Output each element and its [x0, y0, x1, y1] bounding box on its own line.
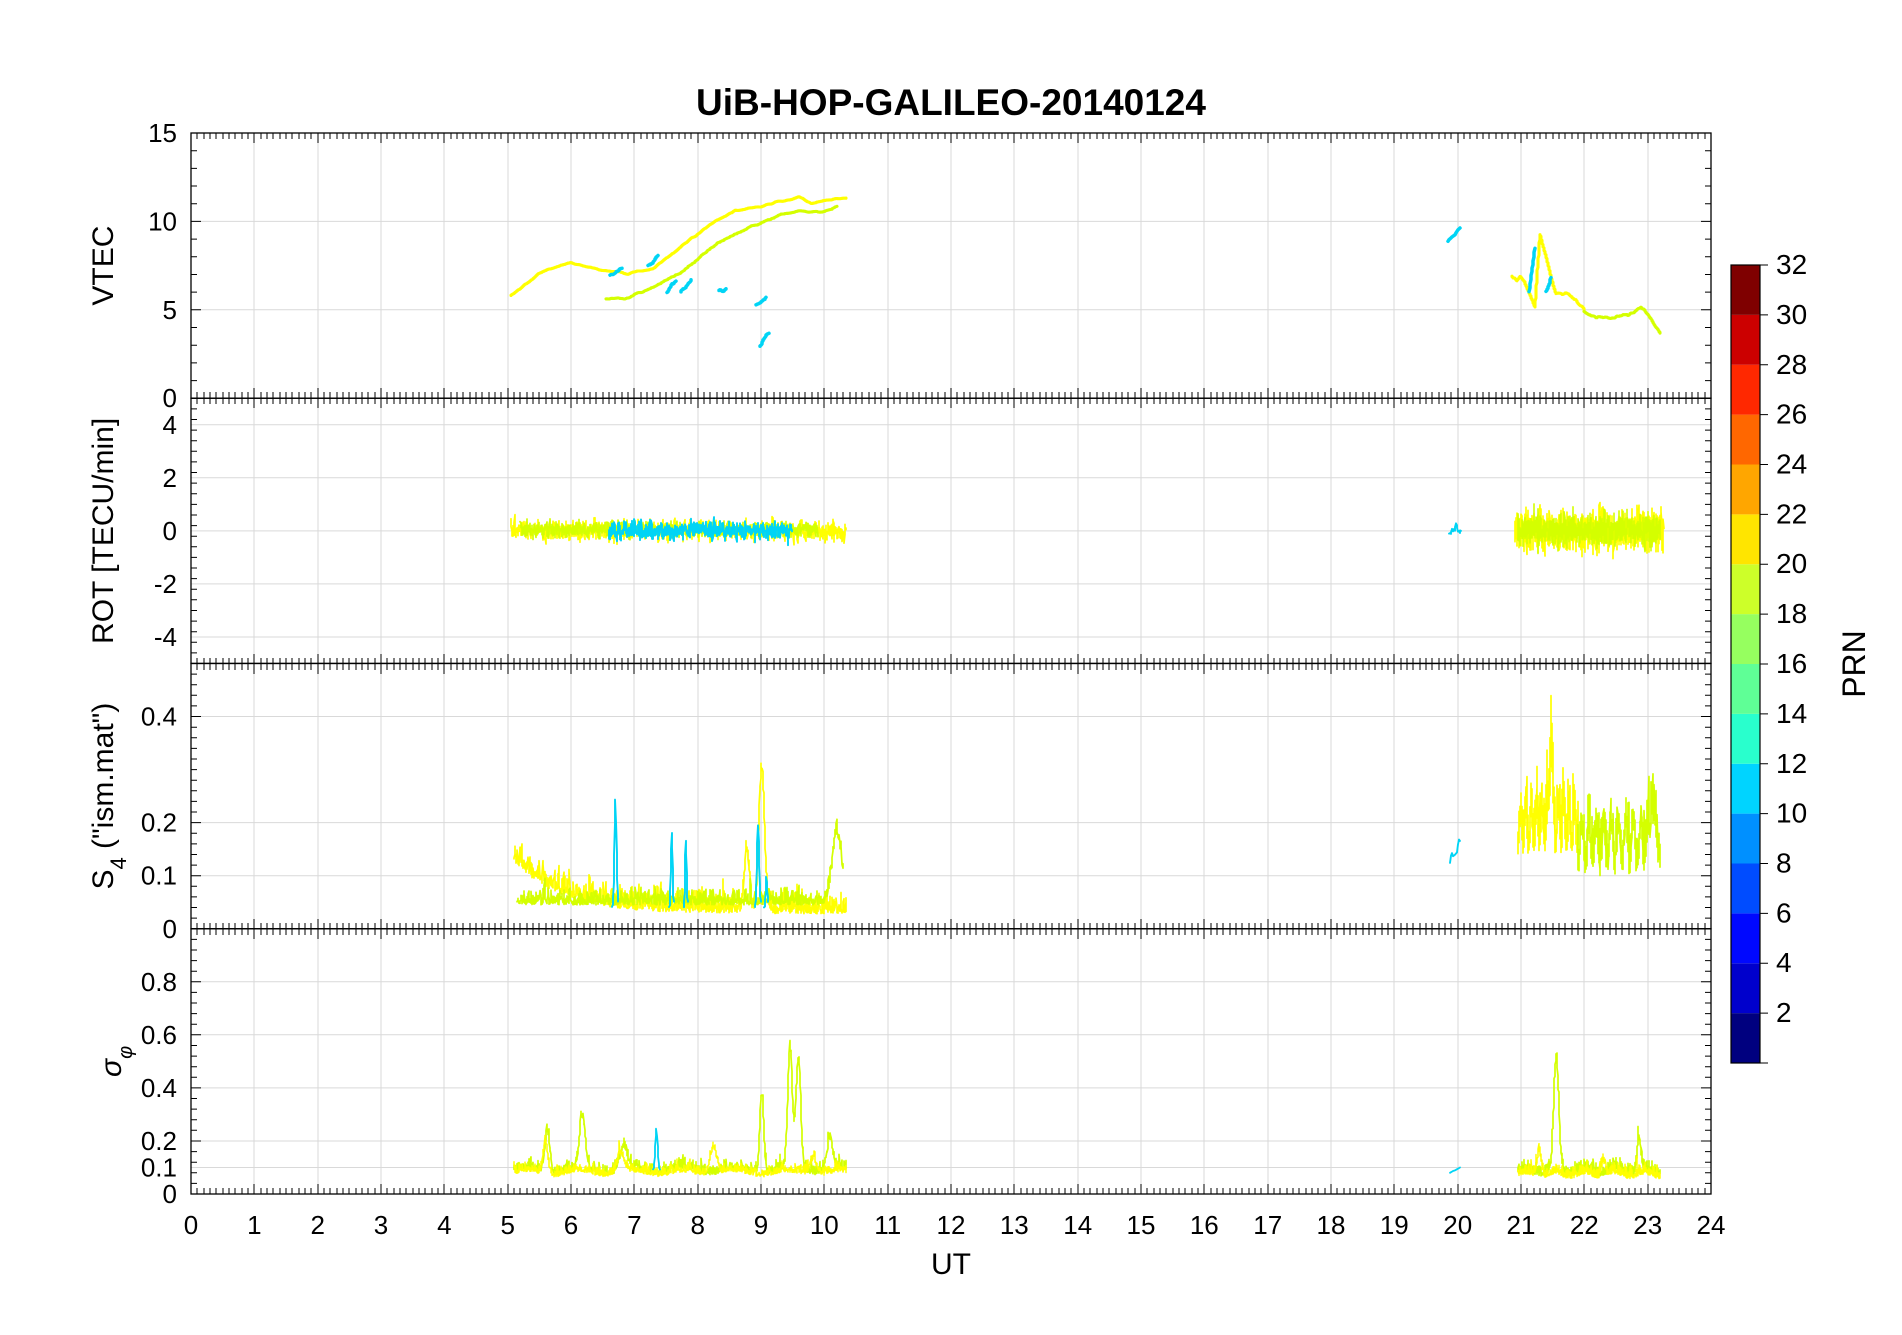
svg-text:-4: -4 [154, 622, 177, 652]
svg-text:0: 0 [163, 914, 177, 944]
svg-text:14: 14 [1776, 698, 1807, 729]
svg-text:5: 5 [500, 1210, 514, 1240]
svg-text:0: 0 [163, 383, 177, 413]
svg-text:20: 20 [1443, 1210, 1472, 1240]
svg-text:22: 22 [1570, 1210, 1599, 1240]
svg-text:20: 20 [1776, 548, 1807, 579]
svg-text:5: 5 [163, 295, 177, 325]
svg-text:0: 0 [184, 1210, 198, 1240]
svg-text:15: 15 [148, 118, 177, 148]
svg-text:0: 0 [163, 1179, 177, 1209]
svg-text:4: 4 [437, 1210, 451, 1240]
svg-text:ROT [TECU/min]: ROT [TECU/min] [87, 418, 120, 644]
svg-text:-2: -2 [154, 569, 177, 599]
svg-text:15: 15 [1127, 1210, 1156, 1240]
svg-text:23: 23 [1633, 1210, 1662, 1240]
svg-text:0.1: 0.1 [141, 1153, 177, 1183]
svg-text:10: 10 [810, 1210, 839, 1240]
svg-text:22: 22 [1776, 498, 1807, 529]
svg-text:0.8: 0.8 [141, 967, 177, 997]
svg-text:0.4: 0.4 [141, 1073, 177, 1103]
svg-text:VTEC: VTEC [87, 226, 120, 306]
svg-text:UiB-HOP-GALILEO-20140124: UiB-HOP-GALILEO-20140124 [696, 82, 1206, 123]
svg-text:PRN: PRN [1836, 630, 1872, 698]
svg-text:26: 26 [1776, 399, 1807, 430]
svg-text:12: 12 [937, 1210, 966, 1240]
svg-text:21: 21 [1507, 1210, 1536, 1240]
svg-text:10: 10 [1776, 798, 1807, 829]
svg-text:2: 2 [163, 463, 177, 493]
svg-text:3: 3 [374, 1210, 388, 1240]
svg-text:28: 28 [1776, 349, 1807, 380]
svg-text:17: 17 [1253, 1210, 1282, 1240]
svg-text:1: 1 [247, 1210, 261, 1240]
svg-text:0.6: 0.6 [141, 1020, 177, 1050]
svg-text:13: 13 [1000, 1210, 1029, 1240]
svg-text:4: 4 [163, 410, 177, 440]
svg-text:11: 11 [874, 1210, 901, 1240]
svg-text:12: 12 [1776, 748, 1807, 779]
svg-text:0: 0 [163, 516, 177, 546]
svg-text:9: 9 [754, 1210, 768, 1240]
svg-text:0.2: 0.2 [141, 1126, 177, 1156]
svg-text:10: 10 [148, 206, 177, 236]
svg-text:0.4: 0.4 [141, 702, 177, 732]
svg-text:16: 16 [1776, 648, 1807, 679]
svg-text:0.2: 0.2 [141, 808, 177, 838]
svg-text:24: 24 [1776, 449, 1807, 480]
svg-text:24: 24 [1697, 1210, 1726, 1240]
svg-text:18: 18 [1317, 1210, 1346, 1240]
svg-text:7: 7 [627, 1210, 641, 1240]
svg-text:14: 14 [1063, 1210, 1092, 1240]
svg-text:18: 18 [1776, 598, 1807, 629]
svg-text:6: 6 [564, 1210, 578, 1240]
svg-text:6: 6 [1776, 897, 1792, 928]
svg-text:0.1: 0.1 [141, 861, 177, 891]
svg-text:16: 16 [1190, 1210, 1219, 1240]
svg-text:32: 32 [1776, 249, 1807, 280]
svg-text:4: 4 [1776, 947, 1792, 978]
svg-text:8: 8 [1776, 848, 1792, 879]
svg-text:8: 8 [690, 1210, 704, 1240]
svg-text:19: 19 [1380, 1210, 1409, 1240]
svg-text:2: 2 [310, 1210, 324, 1240]
svg-text:UT: UT [931, 1248, 971, 1281]
svg-text:30: 30 [1776, 299, 1807, 330]
svg-text:2: 2 [1776, 997, 1792, 1028]
